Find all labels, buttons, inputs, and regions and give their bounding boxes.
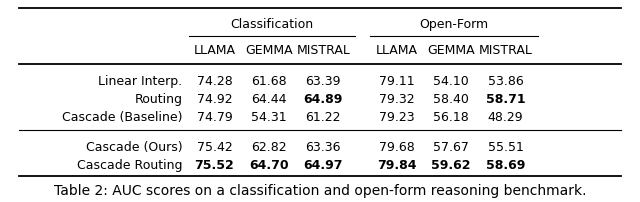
Text: Open-Form: Open-Form	[419, 18, 488, 31]
Text: 64.44: 64.44	[251, 93, 287, 106]
Text: LLAMA: LLAMA	[376, 44, 418, 57]
Text: 64.97: 64.97	[303, 159, 343, 172]
Text: 62.82: 62.82	[251, 141, 287, 154]
Text: LLAMA: LLAMA	[193, 44, 236, 57]
Text: 57.67: 57.67	[433, 141, 469, 154]
Text: Cascade (Ours): Cascade (Ours)	[86, 141, 182, 154]
Text: 58.40: 58.40	[433, 93, 469, 106]
Text: Routing: Routing	[134, 93, 182, 106]
Text: 63.39: 63.39	[305, 75, 341, 88]
Text: 54.31: 54.31	[251, 111, 287, 124]
Text: MISTRAL: MISTRAL	[296, 44, 350, 57]
Text: GEMMA: GEMMA	[245, 44, 292, 57]
Text: 58.71: 58.71	[486, 93, 525, 106]
Text: 79.84: 79.84	[377, 159, 417, 172]
Text: Classification: Classification	[230, 18, 314, 31]
Text: 75.52: 75.52	[195, 159, 234, 172]
Text: 59.62: 59.62	[431, 159, 471, 172]
Text: 61.68: 61.68	[251, 75, 287, 88]
Text: 48.29: 48.29	[488, 111, 524, 124]
Text: 79.32: 79.32	[379, 93, 415, 106]
Text: 79.11: 79.11	[379, 75, 415, 88]
Text: 53.86: 53.86	[488, 75, 524, 88]
Text: 64.70: 64.70	[249, 159, 289, 172]
Text: Table 2: AUC scores on a classification and open-form reasoning benchmark.: Table 2: AUC scores on a classification …	[54, 184, 586, 198]
Text: 55.51: 55.51	[488, 141, 524, 154]
Text: Linear Interp.: Linear Interp.	[99, 75, 182, 88]
Text: 74.79: 74.79	[196, 111, 232, 124]
Text: 63.36: 63.36	[305, 141, 341, 154]
Text: 75.42: 75.42	[196, 141, 232, 154]
Text: 58.69: 58.69	[486, 159, 525, 172]
Text: 79.23: 79.23	[379, 111, 415, 124]
Text: 56.18: 56.18	[433, 111, 469, 124]
Text: 74.92: 74.92	[196, 93, 232, 106]
Text: 74.28: 74.28	[196, 75, 232, 88]
Text: 54.10: 54.10	[433, 75, 469, 88]
Text: GEMMA: GEMMA	[428, 44, 475, 57]
Text: 64.89: 64.89	[303, 93, 343, 106]
Text: Cascade (Baseline): Cascade (Baseline)	[62, 111, 182, 124]
Text: 79.68: 79.68	[379, 141, 415, 154]
Text: 61.22: 61.22	[305, 111, 341, 124]
Text: MISTRAL: MISTRAL	[479, 44, 532, 57]
Text: Cascade Routing: Cascade Routing	[77, 159, 182, 172]
